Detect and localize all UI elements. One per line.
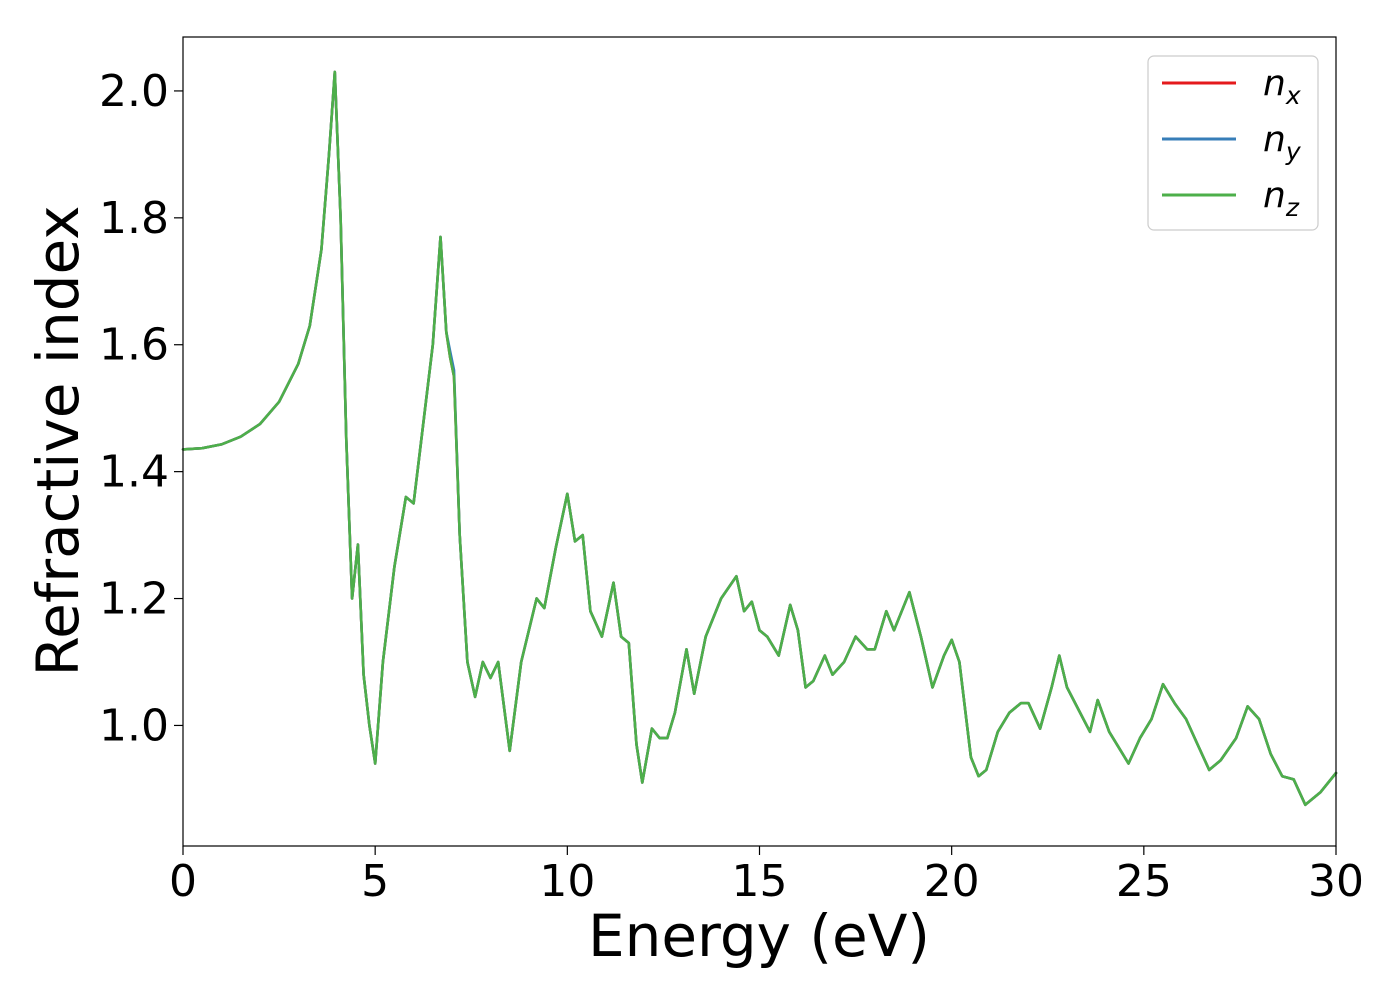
y-tick-label: 1.8 [99,193,169,244]
y-tick-label: 1.0 [99,700,169,751]
x-tick-label: 30 [1308,856,1364,907]
series-layer [181,70,1338,807]
y-axis-title: Refractive index [24,205,92,676]
series-line-z [181,70,1338,807]
x-axis-ticks: 0 5 10 15 20 25 30 [169,846,1364,907]
y-tick-label: 2.0 [99,66,169,117]
x-tick-label: 5 [361,856,389,907]
x-axis-title: Energy (eV) [588,902,930,970]
x-tick-label: 15 [732,856,788,907]
y-tick-label: 1.2 [99,574,169,625]
x-tick-label: 0 [169,856,197,907]
y-tick-label: 1.4 [99,447,169,498]
y-tick-label: 1.6 [99,320,169,371]
x-tick-label: 20 [924,856,980,907]
legend-box [1147,55,1319,231]
x-tick-label: 10 [539,856,595,907]
y-axis-ticks: 1.0 1.2 1.4 1.6 1.8 2.0 [99,66,183,751]
x-tick-label: 25 [1116,856,1172,907]
